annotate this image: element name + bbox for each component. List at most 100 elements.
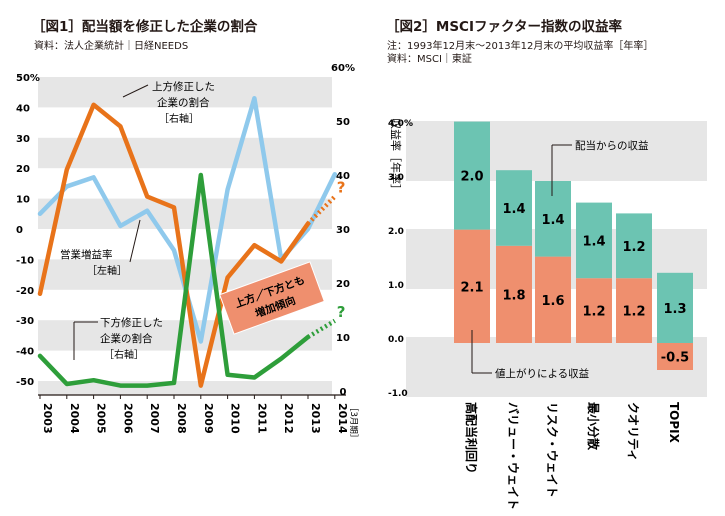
bar-price-gain bbox=[496, 245, 532, 343]
left-axis-tick-label: 40 bbox=[16, 103, 30, 114]
x-tick-label: 2013 bbox=[309, 403, 322, 434]
y-axis-label: 収益率［年率］ bbox=[389, 118, 403, 195]
left-axis-tick-label: 50% bbox=[16, 73, 40, 84]
x-tick-label: 2009 bbox=[202, 403, 215, 434]
x-tick-label: 2004 bbox=[68, 403, 81, 434]
upper-series-label: 企業の割合 bbox=[157, 96, 210, 109]
bar-dividend bbox=[657, 272, 693, 343]
bar-dividend bbox=[576, 202, 612, 279]
price-series-label: 値上がりによる収益 bbox=[495, 367, 590, 380]
x-axis-period-note: ［3月期］ bbox=[348, 403, 358, 442]
bar-dividend bbox=[535, 181, 571, 257]
grid-top bbox=[406, 100, 707, 121]
right-axis-tick-label: 0 bbox=[340, 387, 347, 398]
upper-axis-label: ［右軸］ bbox=[159, 112, 199, 125]
bar-dividend bbox=[496, 170, 532, 246]
grid-band bbox=[406, 337, 707, 397]
series-forecast-line bbox=[306, 318, 336, 339]
right-axis-tick-label: 30 bbox=[336, 225, 350, 236]
left-axis-tick-label: -50 bbox=[16, 377, 34, 388]
right-bar-chart: 4.0% 3.0 2.0 1.0 0.0 -1.0 収益率［年率］ 2.1 2.0 高配当利回り 1… bbox=[388, 100, 707, 510]
right-axis-tick-label: 10 bbox=[336, 333, 350, 344]
left-axis-tick-label: 20 bbox=[16, 164, 30, 175]
series-forecast-line bbox=[306, 195, 337, 226]
bar-price-gain bbox=[616, 278, 652, 343]
left-axis-tick-label: 0 bbox=[16, 225, 23, 236]
bar-price-gain-label: -0.5 bbox=[661, 351, 689, 366]
x-tick-label: 2005 bbox=[95, 403, 108, 434]
bar-dividend bbox=[616, 213, 652, 279]
bar-price-gain-label: 1.6 bbox=[541, 294, 564, 309]
lower-series-label: 下方修正した bbox=[100, 316, 163, 329]
bar-dividend-label: 1.3 bbox=[663, 302, 686, 317]
bar-dividend-label: 1.4 bbox=[502, 202, 525, 217]
right-chart-source: 資料：MSCI｜東証 bbox=[387, 54, 472, 65]
profit-axis-label: ［左軸］ bbox=[87, 264, 127, 277]
series-line bbox=[37, 172, 311, 388]
left-axis-tick-label: 30 bbox=[16, 134, 30, 145]
y-tick-label: 2.0 bbox=[388, 227, 404, 237]
x-tick-label: 2007 bbox=[148, 403, 161, 434]
x-tick-label: 2006 bbox=[121, 403, 134, 434]
profit-series-label: 営業増益率 bbox=[60, 248, 113, 261]
x-tick-label: 2008 bbox=[175, 403, 188, 434]
grid-band bbox=[38, 137, 332, 169]
left-axis-tick-label: 10 bbox=[16, 195, 30, 206]
bar-price-gain bbox=[657, 343, 693, 370]
left-axis-tick-label: -10 bbox=[16, 255, 34, 266]
grid-band bbox=[38, 77, 332, 108]
x-tick-label: 2010 bbox=[229, 403, 242, 434]
category-label: TOPIX bbox=[667, 402, 681, 444]
right-axis-tick-label: 60% bbox=[331, 63, 355, 74]
bar-dividend-label: 1.2 bbox=[622, 240, 645, 255]
x-tick-label: 2003 bbox=[41, 403, 54, 434]
category-label: 高配当利回り bbox=[464, 402, 479, 474]
upper-series-label: 上方修正した bbox=[152, 80, 215, 93]
bar-price-gain bbox=[535, 256, 571, 343]
left-chart-panel: ［図1］配当額を修正した企業の割合 資料：法人企業統計｜日経NEEDS 50% 4… bbox=[0, 0, 362, 516]
bar-price-gain-label: 1.2 bbox=[582, 305, 605, 320]
lower-series-label: 企業の割合 bbox=[100, 332, 153, 345]
profit-label-leader bbox=[129, 219, 141, 263]
series-line bbox=[37, 102, 311, 388]
bar-dividend-label: 2.0 bbox=[460, 170, 483, 185]
category-label: クオリティ bbox=[626, 402, 640, 461]
right-chart-note: 注：1993年12月末〜2013年12月末の平均収益率［年率］ bbox=[387, 41, 654, 52]
y-tick-label: -1.0 bbox=[388, 389, 408, 399]
left-axis-tick-label: -40 bbox=[16, 347, 34, 358]
grid-band bbox=[406, 121, 707, 181]
left-chart-source: 資料：法人企業統計｜日経NEEDS bbox=[34, 41, 189, 52]
dividend-series-label: 配当からの収益 bbox=[575, 139, 649, 152]
x-tick-label: 2011 bbox=[255, 403, 268, 434]
bar-price-gain-label: 1.2 bbox=[622, 305, 645, 320]
left-axis-tick-label: -20 bbox=[16, 286, 34, 297]
bar-dividend-label: 1.4 bbox=[582, 234, 605, 249]
right-chart-panel: ［図2］MSCIファクター指数の収益率 注：1993年12月末〜2013年12月… bbox=[362, 0, 725, 516]
left-line-chart: 50%403020100-10-20-30-40-5060%5040302010… bbox=[16, 63, 358, 442]
right-axis-tick-label: 40 bbox=[336, 171, 350, 182]
category-label: バリュー・ウェイト bbox=[506, 402, 520, 510]
bar-price-gain-label: 2.1 bbox=[460, 280, 483, 295]
bar-price-gain bbox=[576, 278, 612, 343]
y-tick-label: 3.0 bbox=[388, 173, 404, 183]
bar-dividend bbox=[454, 121, 490, 230]
y-tick-label: 4.0% bbox=[388, 119, 413, 129]
forecast-question-mark: ? bbox=[337, 179, 346, 197]
category-label: 最小分散 bbox=[586, 402, 601, 451]
bar-dividend-label: 1.4 bbox=[541, 213, 564, 228]
lower-axis-label: ［右軸］ bbox=[104, 348, 144, 361]
upper-label-leader bbox=[122, 84, 149, 98]
x-tick-label: 2014 bbox=[336, 403, 349, 434]
y-tick-label: 1.0 bbox=[388, 281, 404, 291]
callout-box bbox=[219, 261, 325, 335]
left-chart-title: ［図1］配当額を修正した企業の割合 bbox=[32, 19, 258, 35]
y-tick-label: 0.0 bbox=[388, 335, 404, 345]
category-label: リスク・ウェイト bbox=[545, 402, 559, 498]
grid-band bbox=[38, 198, 332, 229]
right-axis-tick-label: 50 bbox=[336, 117, 350, 128]
x-tick-label: 2012 bbox=[282, 403, 295, 434]
right-axis-tick-label: 20 bbox=[336, 279, 350, 290]
right-chart-title: ［図2］MSCIファクター指数の収益率 bbox=[386, 19, 622, 35]
forecast-question-mark: ? bbox=[337, 303, 346, 321]
